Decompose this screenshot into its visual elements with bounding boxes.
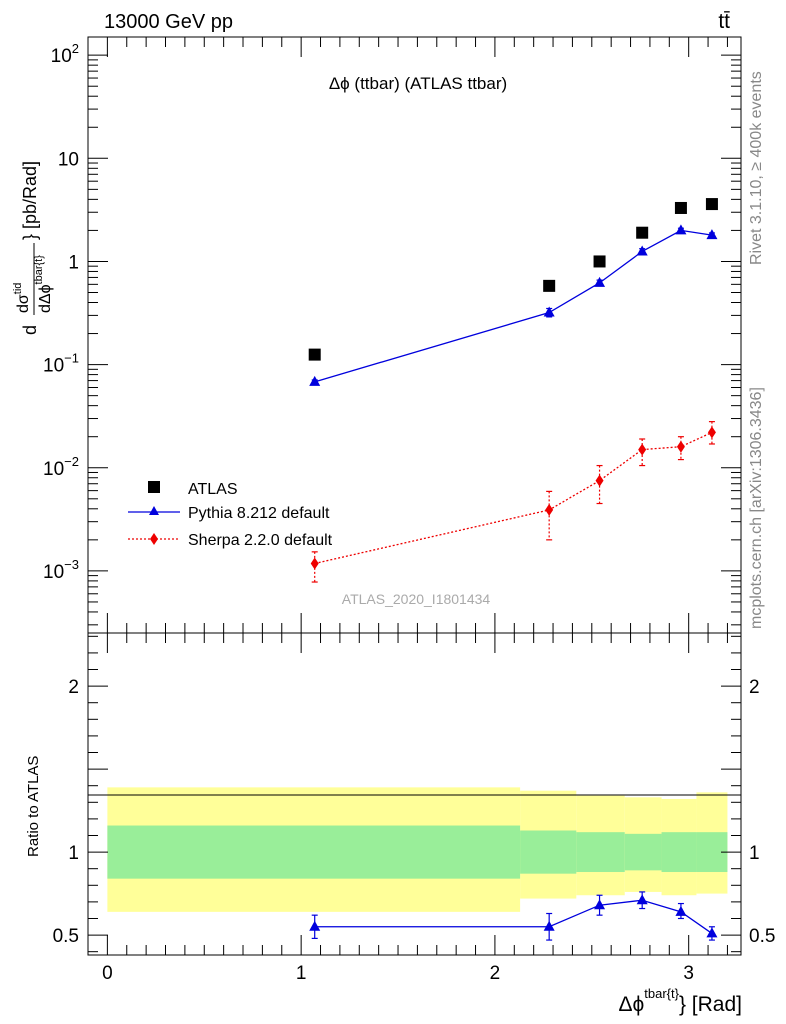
analysis-id: ATLAS_2020_I1801434 bbox=[342, 591, 491, 607]
ylabel-d: d bbox=[20, 325, 40, 335]
xlabel-tail: } [Rad] bbox=[679, 993, 742, 1016]
ratio-point-pythia bbox=[594, 899, 606, 910]
main-y-tick-label: 1 bbox=[68, 252, 79, 273]
main-panel-frame bbox=[87, 36, 742, 634]
svg-text:Δϕtbar{t}} [Rad]: Δϕtbar{t}} [Rad] bbox=[618, 986, 742, 1016]
data-point-sherpa bbox=[676, 440, 685, 453]
ratio-panel: 0.5 0.5 1 1 2 2 0 1 2 3 Ratio to ATLAS bbox=[25, 632, 775, 984]
xlabel-main: Δϕ bbox=[618, 993, 644, 1016]
main-y-tick-label: 10−2 bbox=[43, 454, 79, 480]
energy-label: 13000 GeV pp bbox=[104, 11, 233, 33]
mcplots-label: mcplots.cern.ch [arXiv:1306.3436] bbox=[748, 387, 765, 629]
legend-label-atlas: ATLAS bbox=[188, 481, 238, 498]
data-point-sherpa bbox=[707, 426, 716, 439]
ylabel-sigma: dσ bbox=[15, 294, 32, 313]
main-y-tick-label: 10−3 bbox=[43, 557, 79, 583]
data-point-pythia bbox=[706, 229, 718, 240]
data-point-sherpa bbox=[595, 474, 604, 487]
ratio-point-pythia bbox=[706, 927, 718, 938]
data-point-atlas bbox=[308, 348, 321, 361]
legend-marker-sherpa bbox=[150, 533, 158, 545]
plot-title: Δϕ (ttbar) (ATLAS ttbar) bbox=[329, 74, 507, 93]
ratio-y-tick-label: 2 bbox=[68, 677, 79, 698]
legend-label-sherpa: Sherpa 2.2.0 default bbox=[188, 532, 333, 549]
ratio-band-inner bbox=[107, 825, 521, 879]
legend-marker-pythia bbox=[149, 506, 159, 515]
ylabel-denominator-sup: tbar{t} bbox=[33, 255, 45, 285]
ylabel-denominator: dΔϕ bbox=[37, 284, 54, 313]
data-point-sherpa bbox=[545, 503, 554, 516]
xlabel-sup: tbar{t} bbox=[644, 986, 679, 1001]
main-x-ticks bbox=[106, 37, 728, 633]
ylabel-unit: } [pb/Rad] bbox=[20, 161, 40, 240]
data-point-sherpa bbox=[638, 443, 647, 456]
x-axis-label: Δϕtbar{t}} [Rad] bbox=[618, 986, 742, 1016]
legend-label-pythia: Pythia 8.212 default bbox=[188, 505, 330, 522]
x-tick-label: 2 bbox=[490, 963, 501, 984]
data-point-pythia bbox=[309, 375, 321, 386]
data-point-atlas bbox=[636, 226, 649, 239]
legend: ATLAS Pythia 8.212 default Sherpa 2.2.0 … bbox=[128, 481, 333, 549]
data-point-atlas bbox=[543, 279, 556, 292]
main-y-tick-label: 10−1 bbox=[43, 351, 79, 377]
ratio-bands bbox=[107, 787, 728, 912]
ratio-series bbox=[309, 891, 718, 941]
main-panel: 102 10 1 10−1 10−2 10−3 Δϕ (ttbar) (ATLAS ttb… bbox=[12, 36, 742, 634]
ratio-point-pythia bbox=[309, 920, 321, 931]
ratio-point-pythia bbox=[636, 894, 648, 905]
main-series bbox=[308, 198, 718, 583]
x-tick-label: 3 bbox=[683, 963, 694, 984]
data-point-pythia bbox=[636, 245, 648, 256]
ratio-band-inner bbox=[576, 832, 625, 873]
svg-text:dΔϕtbar{t}: dΔϕtbar{t} bbox=[33, 255, 54, 313]
svg-text:dσtid: dσtid bbox=[12, 283, 32, 313]
ratio-x-axis: 0 1 2 3 bbox=[102, 633, 728, 984]
x-tick-label: 1 bbox=[296, 963, 307, 984]
main-y-axis: 102 10 1 10−1 10−2 10−3 bbox=[43, 41, 741, 626]
ylabel-sigma-sup: tid bbox=[12, 283, 24, 295]
ratio-panel-frame bbox=[87, 632, 742, 956]
ratio-y-axis-label: Ratio to ATLAS bbox=[25, 756, 42, 857]
ratio-y-tick-label-right: 1 bbox=[749, 843, 760, 864]
ratio-band-inner bbox=[520, 830, 577, 874]
data-point-atlas bbox=[705, 198, 718, 211]
ratio-y-tick-label: 0.5 bbox=[53, 926, 79, 947]
data-point-pythia bbox=[543, 306, 555, 317]
process-label: tt̄ bbox=[718, 10, 730, 33]
ratio-band-inner bbox=[661, 832, 697, 873]
series-line-sherpa bbox=[314, 431, 713, 565]
rivet-version-label: Rivet 3.1.10, ≥ 400k events bbox=[748, 71, 765, 265]
ratio-point-pythia bbox=[675, 905, 687, 916]
main-y-tick-label: 10 bbox=[58, 149, 79, 170]
data-point-sherpa bbox=[310, 557, 319, 570]
data-point-atlas bbox=[674, 201, 687, 214]
series-line-pythia bbox=[314, 229, 713, 383]
ratio-y-tick-label-right: 2 bbox=[749, 677, 760, 698]
ratio-y-tick-label: 1 bbox=[68, 843, 79, 864]
data-point-atlas bbox=[593, 255, 606, 268]
main-y-axis-label: d dσtid dΔϕtbar{t} } [pb/Rad] bbox=[12, 161, 54, 335]
svg-text:d: d bbox=[20, 325, 40, 335]
main-y-tick-label: 102 bbox=[51, 41, 79, 67]
legend-marker-atlas bbox=[148, 481, 160, 493]
x-tick-label: 0 bbox=[102, 963, 113, 984]
ratio-y-axis: 0.5 0.5 1 1 2 2 bbox=[53, 635, 775, 953]
ratio-band-inner bbox=[624, 833, 662, 871]
data-point-pythia bbox=[675, 224, 687, 235]
ratio-y-tick-label-right: 0.5 bbox=[749, 926, 775, 947]
ratio-point-pythia bbox=[543, 920, 555, 931]
data-point-pythia bbox=[594, 276, 606, 287]
